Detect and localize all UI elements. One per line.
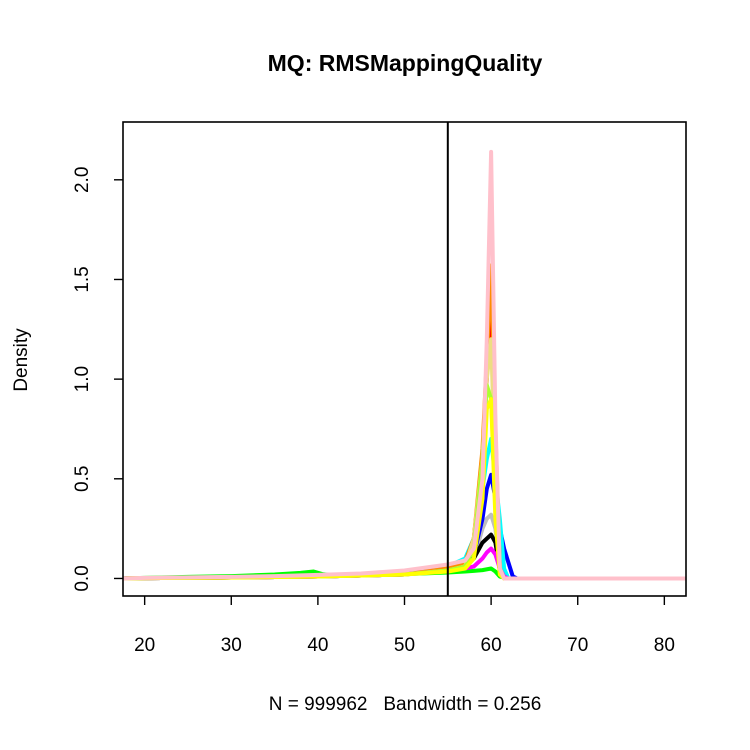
y-tick-label: 1.0 (72, 366, 93, 392)
x-axis-label: N = 999962 Bandwidth = 0.256 (269, 694, 542, 715)
density-line-7 (122, 263, 686, 581)
x-axis: 20 30 40 50 60 70 80 (134, 596, 675, 656)
y-tick-label: 1.5 (72, 266, 93, 292)
x-tick-label: 50 (394, 635, 415, 656)
x-tick-label: 40 (307, 635, 328, 656)
x-tick-label: 20 (134, 635, 155, 656)
plot-frame (122, 121, 687, 597)
x-tick-label: 70 (567, 635, 588, 656)
density-line-6 (122, 287, 686, 581)
x-tick-label: 60 (481, 635, 502, 656)
chart-title: MQ: RMSMappingQuality (268, 50, 543, 76)
density-line-9 (122, 337, 686, 581)
y-axis-label: Density (11, 328, 32, 392)
y-axis: 0.0 0.5 1.0 1.5 2.0 (72, 167, 123, 592)
y-tick-label: 2.0 (72, 167, 93, 193)
series-layer (122, 149, 686, 581)
density-line-5 (122, 436, 686, 581)
density-line-4 (122, 472, 686, 581)
density-line-12 (122, 149, 686, 581)
density-line-10 (122, 383, 686, 581)
density-line-11 (122, 397, 686, 581)
x-tick-label: 80 (654, 635, 675, 656)
y-tick-label: 0.0 (72, 565, 93, 591)
y-tick-label: 0.5 (72, 466, 93, 492)
x-tick-label: 30 (221, 635, 242, 656)
